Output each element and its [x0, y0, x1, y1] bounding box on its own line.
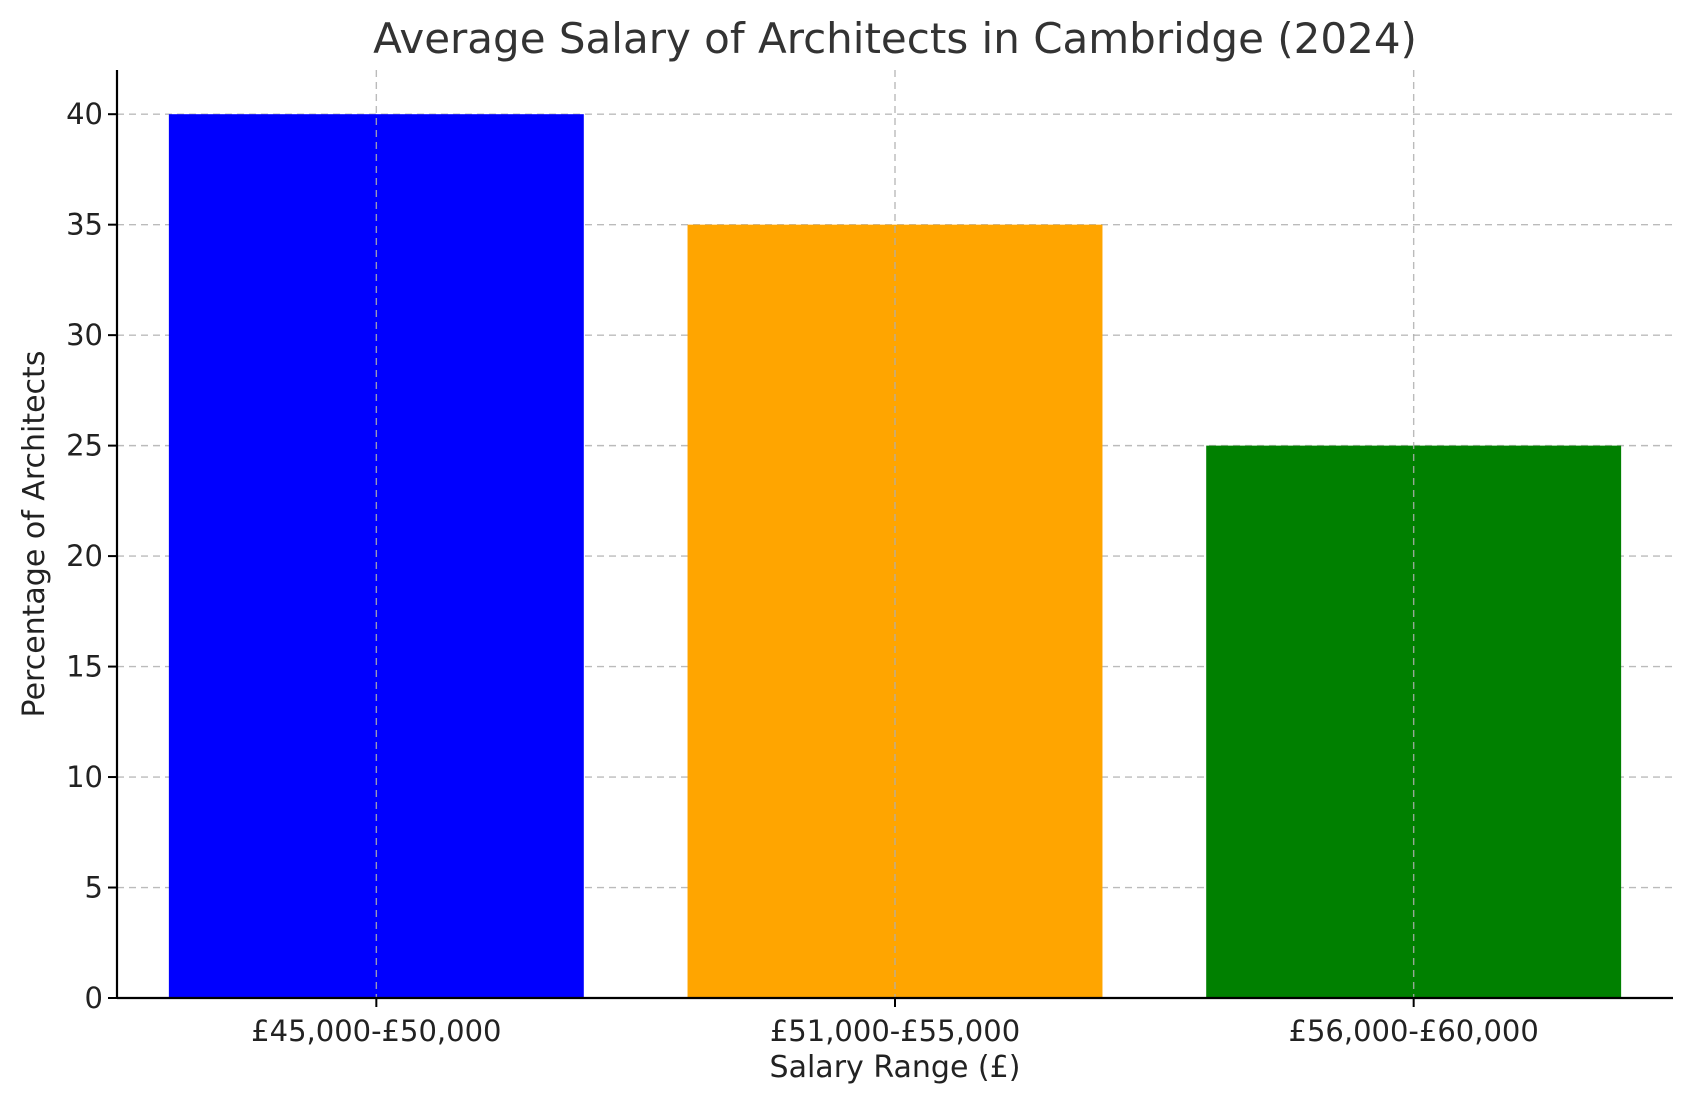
y-tick-label: 15 [66, 650, 103, 684]
x-tick-label: £51,000-£55,000 [770, 1014, 1020, 1048]
x-tick-label: £56,000-£60,000 [1289, 1014, 1539, 1048]
y-tick-label: 5 [85, 871, 103, 905]
y-axis-label: Percentage of Architects [17, 351, 52, 718]
x-tick-label: £45,000-£50,000 [251, 1014, 501, 1048]
y-tick-label: 25 [66, 429, 103, 463]
ticks: 0 5 10 15 20 25 30 35 40 £45,000-£50,000 £51,000-£… [66, 97, 1539, 1048]
y-tick-label: 40 [66, 97, 103, 131]
y-tick-label: 30 [66, 318, 103, 352]
chart-title: Average Salary of Architects in Cambridg… [373, 14, 1417, 63]
x-axis-label: Salary Range (£) [770, 1050, 1021, 1085]
y-tick-label: 10 [66, 760, 103, 794]
y-tick-label: 20 [66, 539, 103, 573]
y-tick-label: 35 [66, 208, 103, 242]
y-tick-label: 0 [85, 981, 103, 1015]
vertical-grid [375, 70, 1415, 998]
